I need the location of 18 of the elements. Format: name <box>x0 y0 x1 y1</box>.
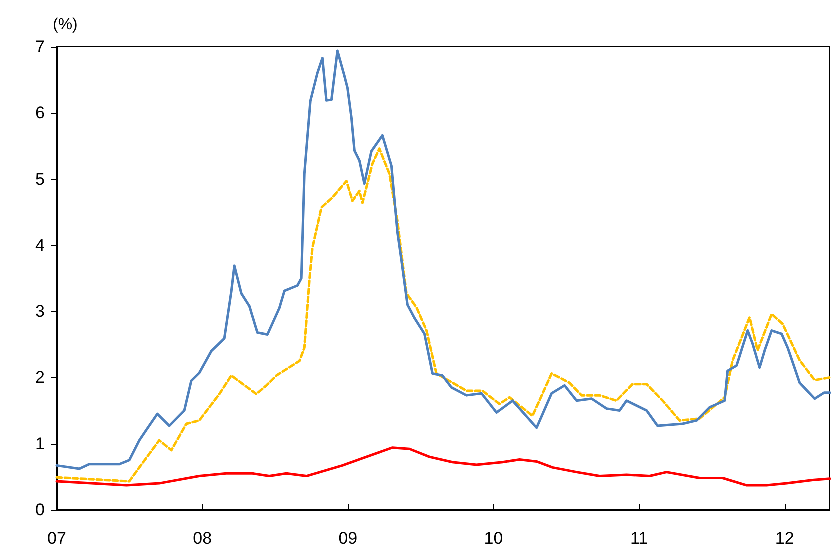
x-tick-label: 08 <box>193 529 212 548</box>
y-tick-label: 1 <box>36 434 45 454</box>
y-axis-title: (%) <box>53 16 78 34</box>
x-tick-label: 12 <box>775 529 794 548</box>
x-tick-label: 09 <box>338 529 358 548</box>
x-tick-label: 10 <box>484 529 504 548</box>
x-tick-label: 07 <box>48 529 66 548</box>
y-tick-label: 4 <box>36 236 45 255</box>
y-tick-label: 0 <box>36 500 45 520</box>
x-tick-label: 11 <box>630 529 648 548</box>
line-series <box>56 50 831 470</box>
y-tick-label: 7 <box>36 38 45 56</box>
line-series <box>56 148 831 483</box>
y-tick-label: 5 <box>36 170 45 189</box>
y-tick-label: 2 <box>36 368 45 388</box>
line-series <box>56 446 831 487</box>
y-tick-label: 3 <box>36 302 45 322</box>
y-tick-label: 6 <box>36 104 45 123</box>
